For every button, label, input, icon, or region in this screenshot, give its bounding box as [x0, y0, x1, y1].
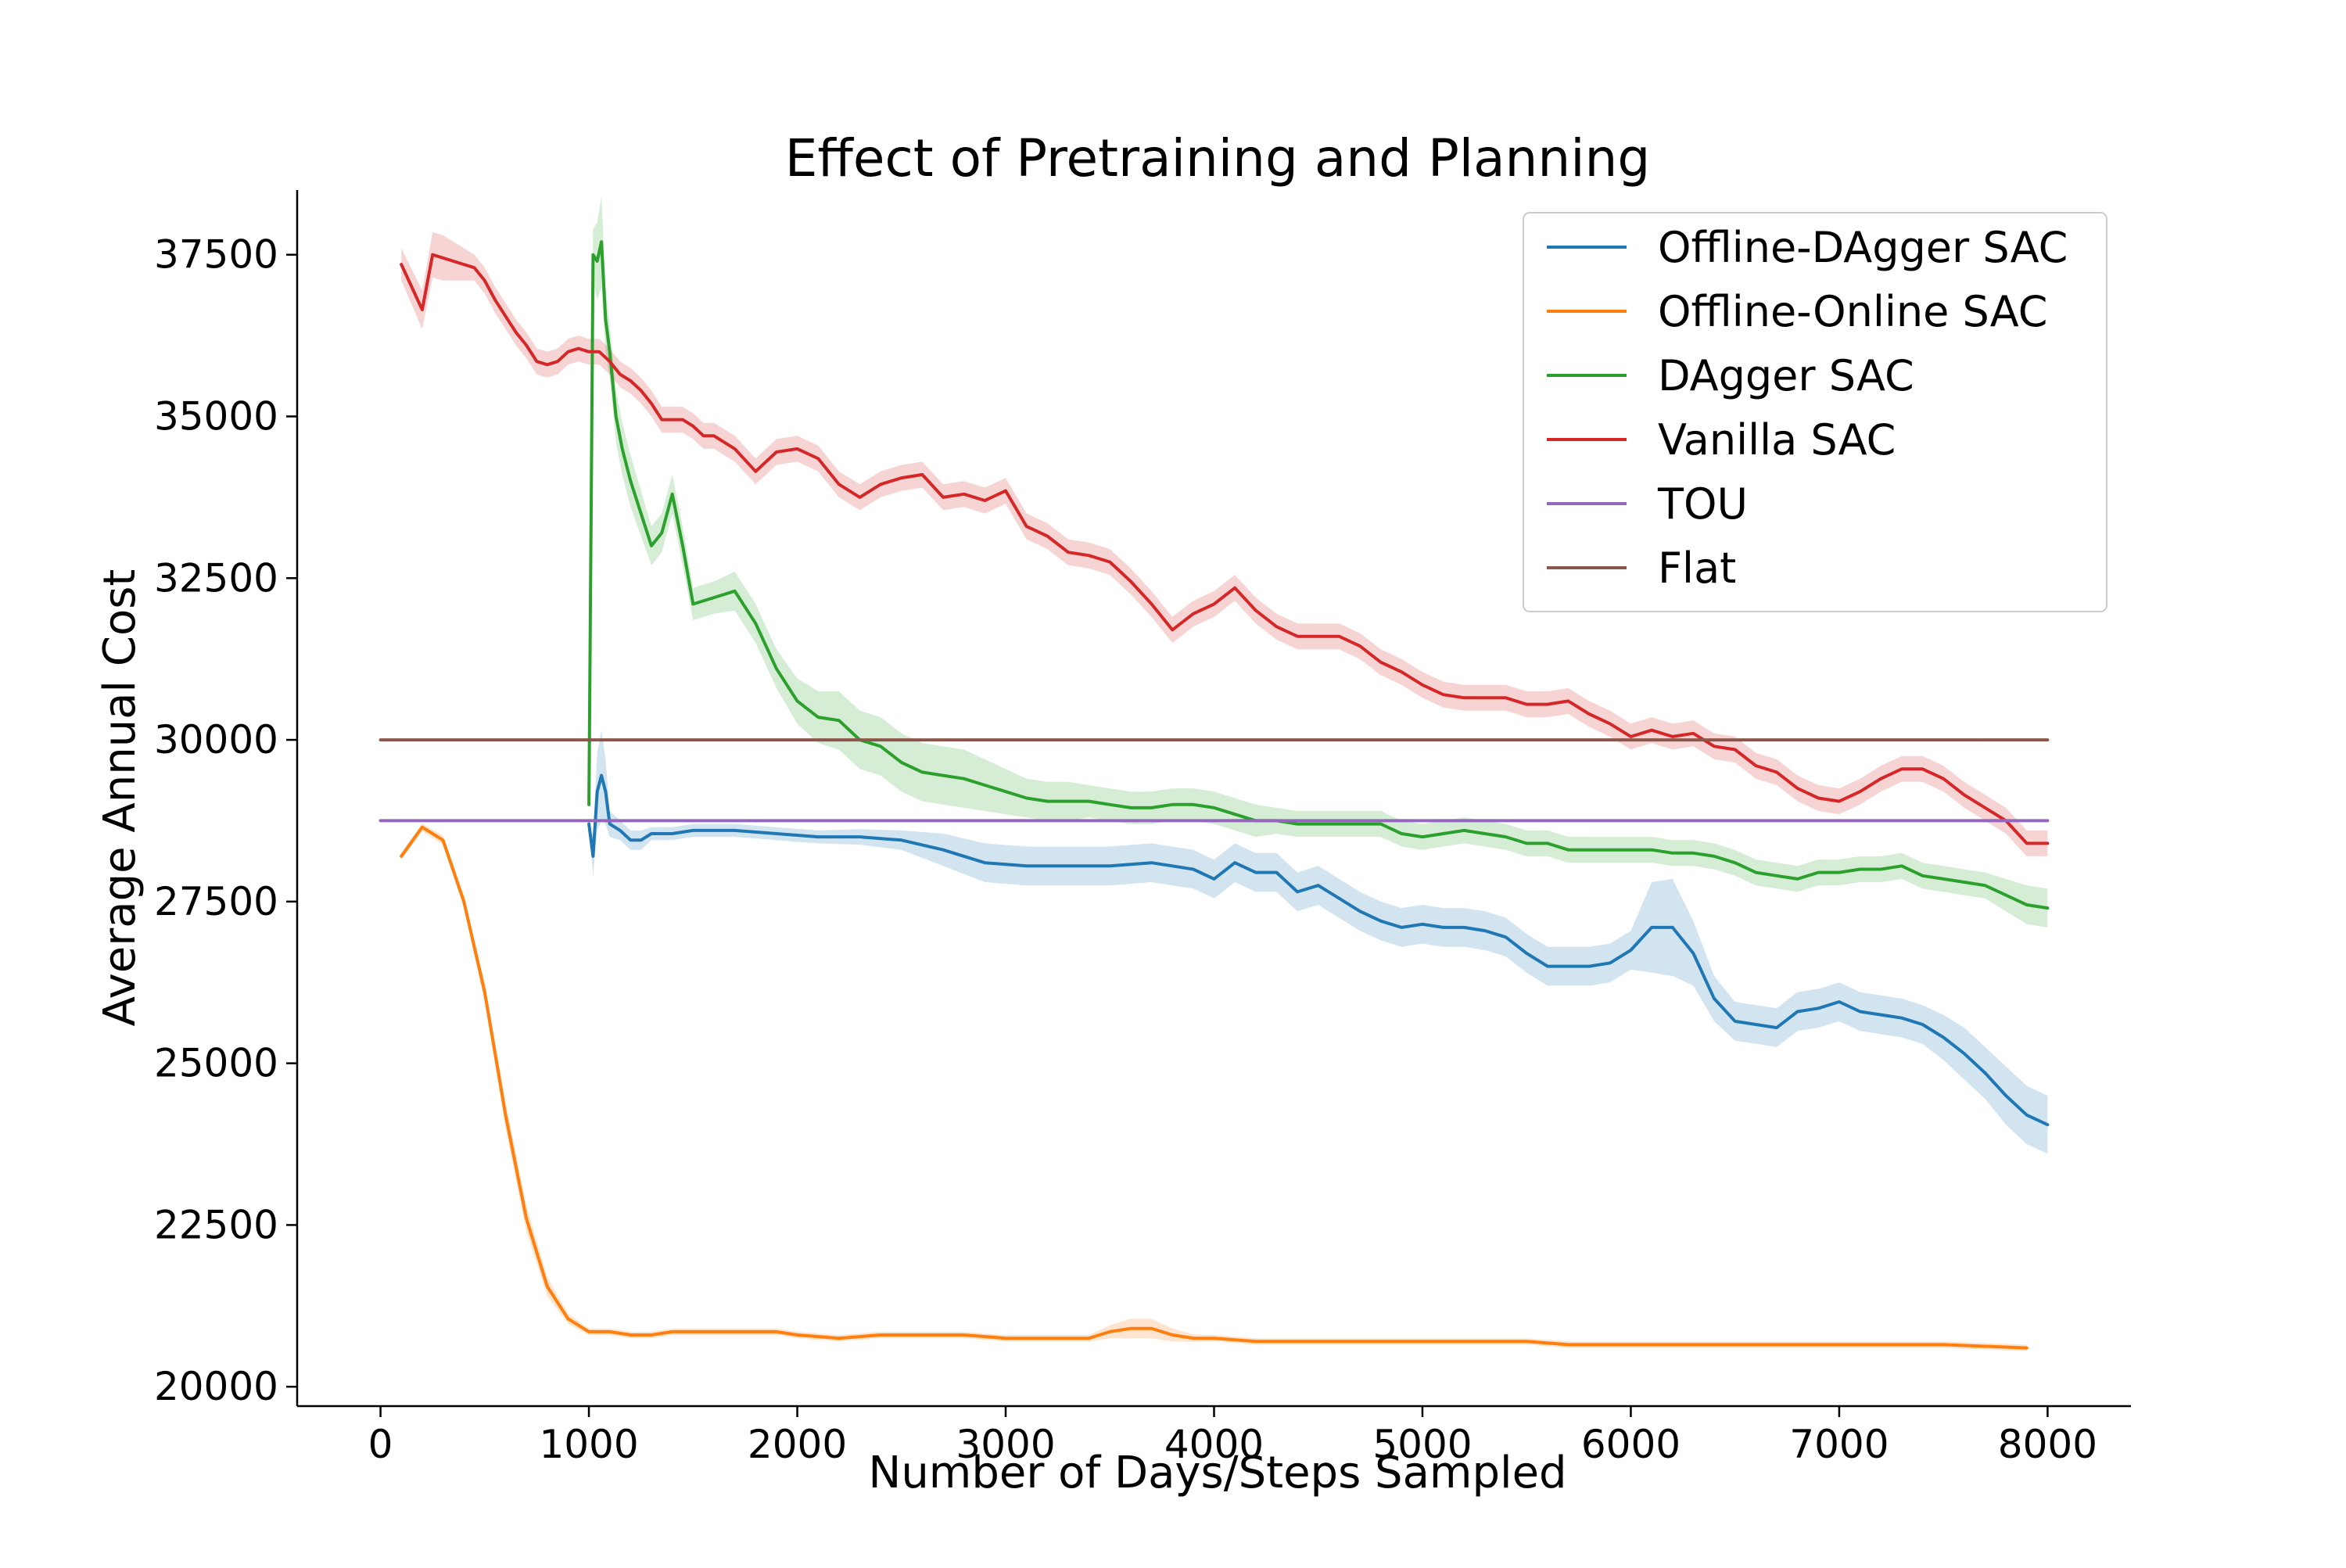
- y-tick-label: 30000: [154, 717, 278, 762]
- y-tick-label: 37500: [154, 232, 278, 278]
- x-tick-label: 8000: [1998, 1422, 2097, 1467]
- legend-box: [1523, 212, 2107, 612]
- x-tick-label: 4000: [1164, 1422, 1264, 1467]
- x-tick-label: 2000: [748, 1422, 847, 1467]
- series-line-vanilla-sac: [400, 253, 2050, 845]
- legend-label-vanilla-sac: Vanilla SAC: [1658, 415, 1896, 465]
- x-axis-label: Number of Days/Steps Sampled: [868, 1448, 1566, 1498]
- x-tick-label: 0: [368, 1422, 393, 1467]
- legend-label-flat: Flat: [1658, 544, 1736, 593]
- series-line-offline-online-sac: [400, 825, 2029, 1350]
- chart-title: Effect of Pretraining and Planning: [785, 128, 1651, 188]
- x-tick-label: 7000: [1789, 1422, 1889, 1467]
- x-tick-label: 3000: [956, 1422, 1055, 1467]
- series-lines: [378, 240, 2050, 1350]
- y-tick-label: 35000: [154, 393, 278, 439]
- series-line-dagger-sac: [587, 240, 2050, 910]
- band-dagger-sac: [589, 196, 2048, 928]
- legend-label-tou: TOU: [1657, 479, 1748, 529]
- y-tick-label: 32500: [154, 555, 278, 601]
- confidence-bands: [401, 196, 2048, 1351]
- y-tick-label: 20000: [154, 1364, 278, 1409]
- legend-label-dagger-sac: DAgger SAC: [1658, 351, 1914, 400]
- band-offline-dagger-sac: [589, 730, 2048, 1154]
- legend: Offline-DAgger SAC Offline-Online SAC DAgg…: [1523, 212, 2107, 612]
- axes: 0 1000 2000 3000 4000 5000 6000 7000 8000 20000 22…: [154, 190, 2131, 1467]
- y-axis-label: Average Annual Cost: [95, 569, 145, 1027]
- legend-label-offline-online-sac: Offline-Online SAC: [1658, 287, 2047, 336]
- y-tick-label: 27500: [154, 879, 278, 924]
- y-tick-label: 22500: [154, 1202, 278, 1247]
- x-tick-label: 5000: [1372, 1422, 1472, 1467]
- y-tick-label: 25000: [154, 1041, 278, 1086]
- series-line-offline-dagger-sac: [587, 773, 2050, 1127]
- x-tick-label: 1000: [539, 1422, 638, 1467]
- x-tick-label: 6000: [1581, 1422, 1681, 1467]
- legend-label-offline-dagger-sac: Offline-DAgger SAC: [1658, 223, 2068, 272]
